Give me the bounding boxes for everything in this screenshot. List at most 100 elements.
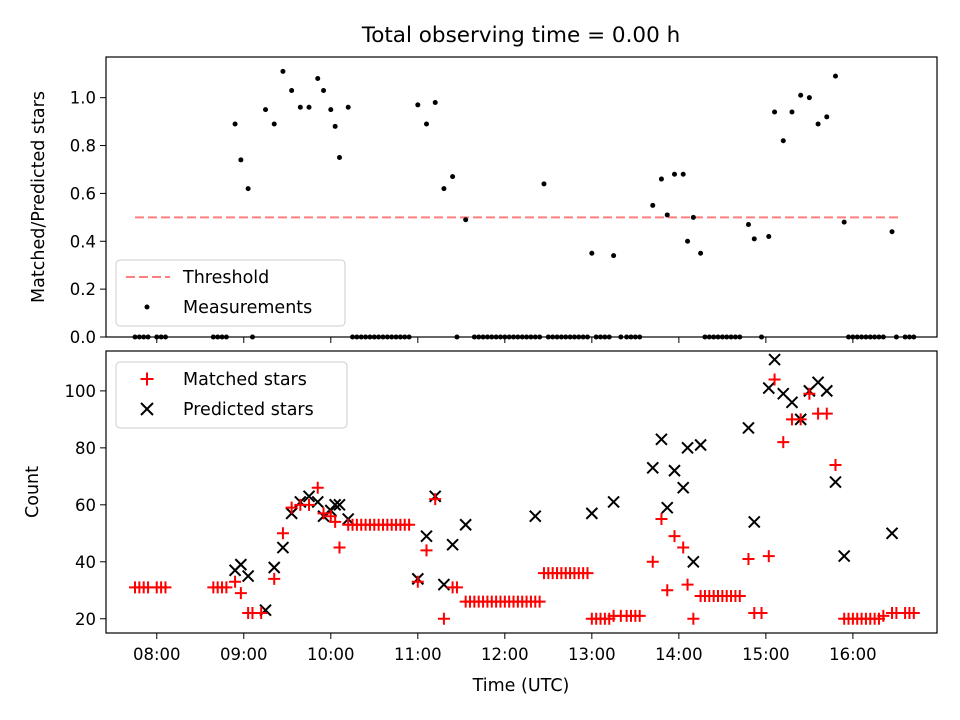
measurement-point [690,214,696,220]
matched-point [907,607,920,620]
measurement-point [289,88,295,94]
measurement-point [332,123,338,129]
matched-point [777,436,790,449]
matched-point [229,575,242,588]
measurement-point [441,186,447,192]
predicted-point [585,507,599,520]
predicted-point [768,353,781,366]
measurement-point [328,107,334,113]
predicted-point [676,481,690,494]
predicted-point [762,381,775,395]
ratio-panel: 0.0 0.2 0.4 0.6 0.8 1.0 Matched/Predicted sta… [29,56,938,347]
measurement-point [824,114,830,120]
matched-point [633,609,646,622]
matched-legend-label: Matched stars [183,370,307,390]
matched-point [533,595,546,608]
matched-point [303,498,316,511]
predicted-point [234,558,248,571]
matched-point [677,541,690,554]
ratio-y-tick-label: 0.4 [70,232,96,251]
count-x-tick-label: 08:00 [133,645,181,664]
ratio-y-tick-label: 0.8 [70,137,96,156]
predicted-point [661,501,674,514]
matched-point [220,581,233,594]
predicted-point [241,569,255,583]
matched-point [285,501,298,514]
measurement-point [424,121,430,127]
count-x-axis-label: Time (UTC) [472,676,570,696]
predicted-point [885,527,899,540]
matched-point [742,552,755,565]
measurement-point [650,202,656,208]
measurement-point [780,138,786,144]
matched-point [794,413,807,426]
matched-point [159,581,172,594]
measurement-point [238,157,244,163]
predicted-point [829,475,842,489]
predicted-point [687,555,700,568]
predicted-point [446,538,459,551]
predicted-point [742,421,755,435]
measurement-point [889,229,895,235]
measurement-point [672,171,678,177]
matched-point [829,458,842,471]
measurement-point [772,109,778,115]
matched-point [437,612,450,625]
matched-point [329,515,342,528]
matched-point [768,373,781,386]
matched-point [877,609,890,622]
ratio-y-tick-label: 0.2 [70,280,96,299]
count-x-tick-label: 11:00 [394,645,442,664]
predicted-point [459,518,472,531]
measurement-point [315,76,321,82]
ratio-y-tick-label: 0.6 [70,184,96,203]
count-panel: 20 40 60 80 100 08:00 09:00 10:00 11:00 12:00 13:… [23,350,938,696]
matched-point [733,589,746,602]
measurement-point [463,217,469,223]
predicted-point [694,438,707,452]
predicted-legend-swatch [140,402,154,416]
predicted-point [748,515,761,529]
measurement-point [321,88,327,94]
measurement-point [336,155,342,161]
ratio-y-axis-label: Matched/Predicted stars [29,91,49,303]
matched-point [687,612,700,625]
ratio-axes-frame [105,56,938,338]
matched-point [820,407,833,420]
measurement-point [815,121,821,127]
matched-point [268,572,281,585]
measurement-point [658,176,664,182]
predicted-point [681,441,694,455]
measurement-point [306,104,312,110]
matched-point [681,578,694,591]
matched-point [661,584,674,597]
matched-point [420,544,433,557]
ratio-legend: Threshold Measurements [115,259,346,327]
measurement-point [798,92,804,98]
chart-title: Total observing time = 0.00 h [361,23,681,48]
predicted-point [420,529,433,543]
count-y-tick-label: 20 [75,610,96,629]
measurements-legend-label: Measurements [183,298,312,318]
count-axes-frame [105,350,938,634]
measurement-point [589,250,595,256]
ratio-legend-box [115,259,346,327]
measurement-point [263,107,269,113]
count-plot-area [129,353,920,625]
measurements-legend-swatch [144,304,150,310]
matched-point [276,527,289,540]
predicted-legend-label: Predicted stars [183,400,314,420]
ratio-y-axis: 0.0 0.2 0.4 0.6 0.8 1.0 [70,89,106,347]
measurement-point [280,68,286,74]
matched-point [411,575,424,588]
count-x-tick-label: 14:00 [655,645,703,664]
matched-point [317,507,330,520]
predicted-point [646,461,659,474]
count-x-tick-label: 12:00 [481,645,529,664]
predicted-point [328,498,342,512]
measurement-point [415,102,421,108]
matched-point [234,587,247,600]
count-legend: Matched stars Predicted stars [115,361,348,429]
matched-point [581,567,594,580]
